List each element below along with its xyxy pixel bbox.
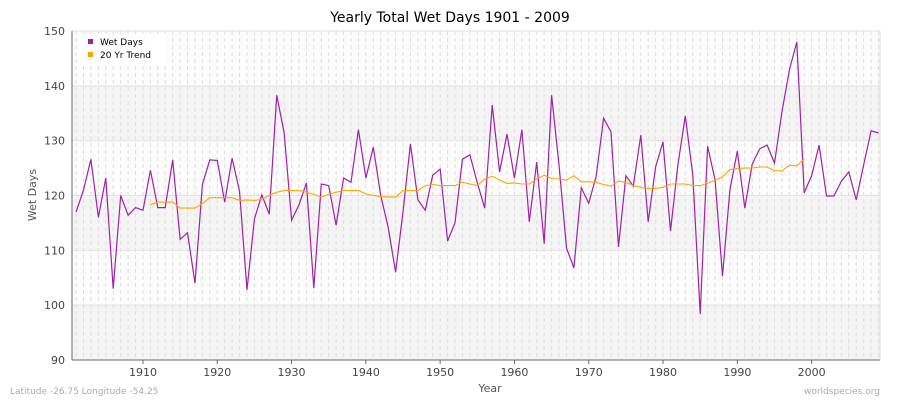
wet-days-line	[75, 41, 879, 314]
x-tick-label: 1950	[426, 366, 454, 379]
trend-line	[150, 158, 805, 209]
y-axis-label: Wet Days	[26, 169, 39, 222]
legend: Wet Days 20 Yr Trend	[80, 34, 166, 64]
x-tick-label: 1990	[723, 366, 751, 379]
y-tick-label: 90	[51, 354, 65, 367]
legend-swatch-wet-days	[88, 39, 93, 44]
background-band	[72, 195, 880, 251]
legend-label-trend: 20 Yr Trend	[100, 51, 151, 61]
y-tick-label: 130	[44, 135, 65, 148]
x-axis-label: Year	[477, 382, 502, 395]
location-text: Latitude -26.75 Longitude -54.25	[10, 387, 158, 397]
y-tick-label: 150	[44, 25, 65, 38]
x-tick-label: 1940	[352, 366, 380, 379]
background-band	[72, 85, 880, 141]
x-tick-label: 1970	[575, 366, 603, 379]
y-tick-label: 120	[44, 190, 65, 203]
y-tick-label: 110	[44, 244, 65, 257]
background-band	[72, 305, 880, 360]
background-band	[72, 31, 880, 86]
x-tick-label: 1910	[129, 366, 157, 379]
source-text: worldspecies.org	[804, 387, 880, 397]
x-tick-label: 1980	[649, 366, 677, 379]
y-tick-label: 140	[44, 80, 65, 93]
legend-label-wet-days: Wet Days	[100, 38, 143, 48]
chart-title: Yearly Total Wet Days 1901 - 2009	[329, 10, 570, 26]
x-tick-label: 1960	[500, 366, 528, 379]
background-band	[72, 250, 880, 306]
legend-swatch-trend	[88, 52, 93, 57]
background-band	[72, 140, 880, 196]
x-tick-label: 1930	[278, 366, 306, 379]
x-tick-label: 2000	[798, 366, 826, 379]
x-tick-label: 1920	[203, 366, 231, 379]
legend-box	[80, 34, 166, 64]
y-tick-label: 100	[44, 299, 65, 312]
